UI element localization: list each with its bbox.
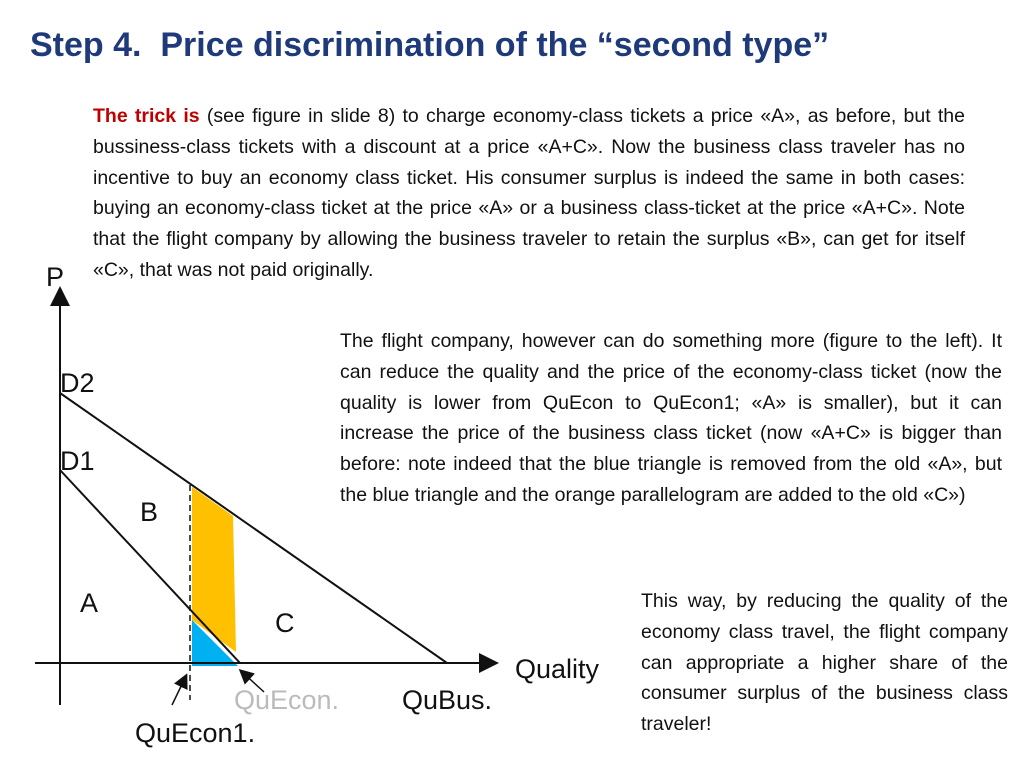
label: D2 <box>60 368 95 398</box>
blue-triangle <box>192 620 238 666</box>
label: A <box>80 588 98 618</box>
title: Step 4. Price discrimination of the “sec… <box>30 26 830 64</box>
axis-label: Quality <box>515 654 600 684</box>
label: QuEcon. <box>234 685 339 715</box>
label: QuBus. <box>402 685 492 715</box>
demand-d1 <box>59 469 241 664</box>
label: B <box>140 497 158 527</box>
label: D1 <box>60 446 95 476</box>
demand-d2 <box>59 392 448 664</box>
lead: The trick is <box>93 105 200 127</box>
paragraph: This way, by reducing the quality of the… <box>641 590 1008 736</box>
label: C <box>275 608 295 638</box>
paragraph: The trick is (see figure in slide 8) to … <box>93 101 965 286</box>
text: (see figure in slide 8) to charge econom… <box>93 105 965 281</box>
label: QuEcon1. <box>135 718 255 748</box>
arrow <box>171 673 188 706</box>
arrow <box>238 668 265 693</box>
axis-label: P <box>46 262 64 292</box>
orange-parallelogram <box>192 487 236 652</box>
paragraph: The flight company, however can do somet… <box>340 330 1002 506</box>
